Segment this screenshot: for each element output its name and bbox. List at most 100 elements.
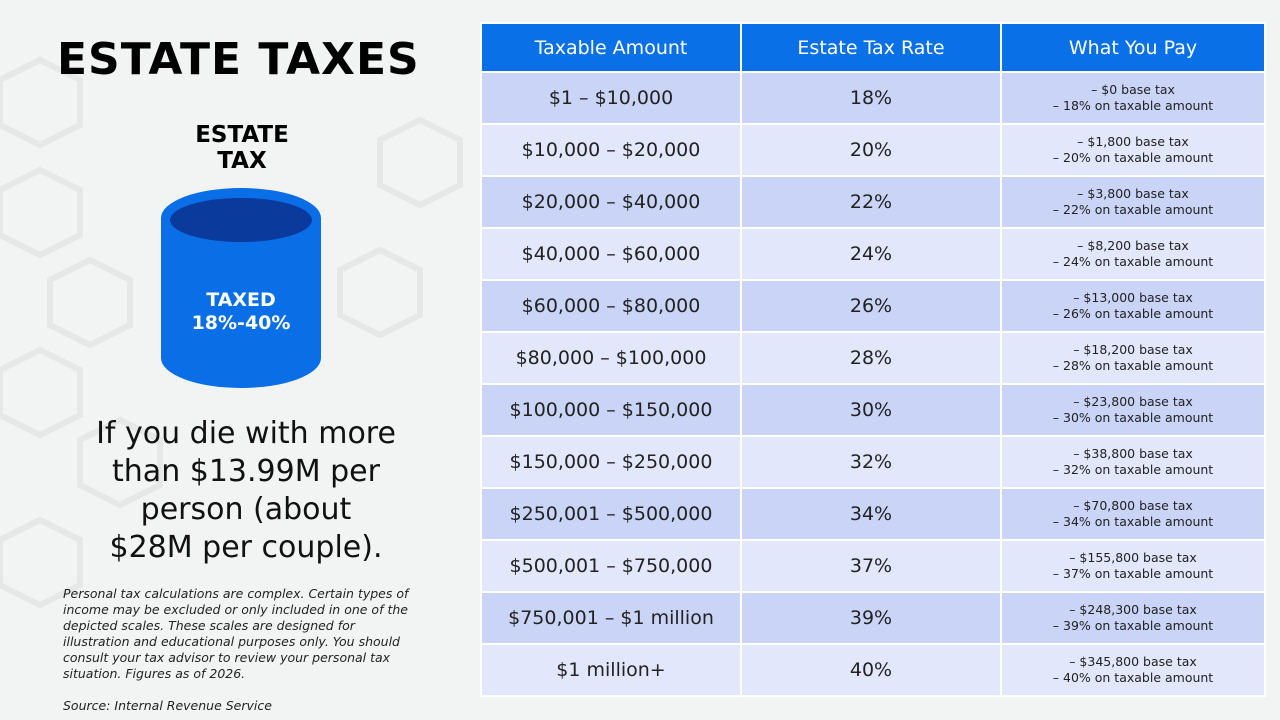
table-body: $1 – $10,000 18% – $0 base tax – 18% on tax… bbox=[480, 71, 1266, 697]
tax-rate: 20% bbox=[740, 123, 1002, 177]
taxable-amount: $100,000 – $150,000 bbox=[480, 383, 742, 437]
graphic-label: ESTATE bbox=[195, 122, 289, 148]
taxable-amount: $150,000 – $250,000 bbox=[480, 435, 742, 489]
tax-rate: 39% bbox=[740, 591, 1002, 645]
what-you-pay: – $345,800 base tax – 40% on taxable amou… bbox=[1000, 643, 1266, 697]
disclaimer-line: Personal tax calculations are complex. C… bbox=[63, 586, 409, 601]
pay-line: – 30% on taxable amount bbox=[1052, 410, 1214, 425]
table-row: $60,000 – $80,000 26% – $13,000 base tax – … bbox=[480, 279, 1266, 333]
what-you-pay: – $155,800 base tax – 37% on taxable amou… bbox=[1000, 539, 1266, 593]
what-you-pay: – $13,000 base tax – 26% on taxable amoun… bbox=[1000, 279, 1266, 333]
what-you-pay: – $38,800 base tax – 32% on taxable amoun… bbox=[1000, 435, 1266, 489]
what-you-pay: – $8,200 base tax – 24% on taxable amount bbox=[1000, 227, 1266, 281]
taxable-amount: $20,000 – $40,000 bbox=[480, 175, 742, 229]
pay-line: – 40% on taxable amount bbox=[1052, 670, 1214, 685]
taxable-amount: $60,000 – $80,000 bbox=[480, 279, 742, 333]
taxable-amount: $1 – $10,000 bbox=[480, 71, 742, 125]
hex-pattern bbox=[0, 56, 463, 609]
main-text-line: $28M per couple). bbox=[109, 530, 383, 565]
table-row: $150,000 – $250,000 32% – $38,800 base tax… bbox=[480, 435, 1266, 489]
source: Source: Internal Revenue Service bbox=[63, 698, 272, 713]
pay-line: – 28% on taxable amount bbox=[1052, 358, 1214, 373]
table-row: $100,000 – $150,000 30% – $23,800 base tax… bbox=[480, 383, 1266, 437]
main-text: If you die with more than $13.99M per pers… bbox=[66, 415, 426, 567]
main-text-line: than $13.99M per bbox=[112, 454, 380, 489]
tax-rate: 32% bbox=[740, 435, 1002, 489]
pay-line: – $155,800 base tax bbox=[1069, 550, 1197, 565]
pay-line: – 32% on taxable amount bbox=[1052, 462, 1214, 477]
pay-line: – $18,200 base tax bbox=[1073, 342, 1193, 357]
table-row: $250,001 – $500,000 34% – $70,800 base tax… bbox=[480, 487, 1266, 541]
taxable-amount: $80,000 – $100,000 bbox=[480, 331, 742, 385]
disclaimer: Personal tax calculations are complex. C… bbox=[63, 586, 463, 682]
column-header: What You Pay bbox=[1000, 22, 1266, 73]
pay-line: – $70,800 base tax bbox=[1073, 498, 1193, 513]
tax-table: Taxable Amount Estate Tax Rate What You Pa… bbox=[480, 22, 1266, 697]
graphic-label: TAX bbox=[217, 148, 267, 174]
table-row: $1 million+ 40% – $345,800 base tax – 40% o… bbox=[480, 643, 1266, 697]
tax-rate: 26% bbox=[740, 279, 1002, 333]
table-row: $750,001 – $1 million 39% – $248,300 base … bbox=[480, 591, 1266, 645]
pay-line: – 22% on taxable amount bbox=[1052, 202, 1214, 217]
pay-line: – $23,800 base tax bbox=[1073, 394, 1193, 409]
table-row: $20,000 – $40,000 22% – $3,800 base tax – 2… bbox=[480, 175, 1266, 229]
tax-rate: 34% bbox=[740, 487, 1002, 541]
pay-line: – 26% on taxable amount bbox=[1052, 306, 1214, 321]
cylinder-body bbox=[161, 218, 321, 388]
pay-line: – 20% on taxable amount bbox=[1052, 150, 1214, 165]
tax-rate: 40% bbox=[740, 643, 1002, 697]
pay-line: – 34% on taxable amount bbox=[1052, 514, 1214, 529]
pay-line: – $3,800 base tax bbox=[1077, 186, 1189, 201]
title: ESTATE TAXES bbox=[57, 34, 420, 85]
main-text-line: person (about bbox=[140, 492, 352, 527]
cylinder-inner bbox=[170, 198, 312, 242]
table-row: $80,000 – $100,000 28% – $18,200 base tax –… bbox=[480, 331, 1266, 385]
pay-line: – $248,300 base tax bbox=[1069, 602, 1197, 617]
tax-rate: 28% bbox=[740, 331, 1002, 385]
taxable-amount: $500,001 – $750,000 bbox=[480, 539, 742, 593]
table-row: $500,001 – $750,000 37% – $155,800 base ta… bbox=[480, 539, 1266, 593]
tax-rate: 18% bbox=[740, 71, 1002, 125]
pay-line: – $8,200 base tax bbox=[1077, 238, 1189, 253]
disclaimer-line: illustration and educational purposes on… bbox=[63, 634, 400, 649]
estate-tax-graphic: ESTATE TAX TAXED 18%-40% bbox=[161, 122, 321, 388]
disclaimer-line: income may be excluded or only included … bbox=[63, 602, 408, 617]
graphic-text: TAXED bbox=[206, 289, 276, 311]
taxable-amount: $1 million+ bbox=[480, 643, 742, 697]
what-you-pay: – $23,800 base tax – 30% on taxable amoun… bbox=[1000, 383, 1266, 437]
graphic-text: 18%-40% bbox=[192, 312, 291, 334]
taxable-amount: $750,001 – $1 million bbox=[480, 591, 742, 645]
taxable-amount: $40,000 – $60,000 bbox=[480, 227, 742, 281]
what-you-pay: – $70,800 base tax – 34% on taxable amoun… bbox=[1000, 487, 1266, 541]
taxable-amount: $250,001 – $500,000 bbox=[480, 487, 742, 541]
pay-line: – 39% on taxable amount bbox=[1052, 618, 1214, 633]
disclaimer-line: depicted scales. These scales are design… bbox=[63, 618, 355, 633]
taxable-amount: $10,000 – $20,000 bbox=[480, 123, 742, 177]
what-you-pay: – $1,800 base tax – 20% on taxable amount bbox=[1000, 123, 1266, 177]
pay-line: – $345,800 base tax bbox=[1069, 654, 1197, 669]
pay-line: – 18% on taxable amount bbox=[1052, 98, 1214, 113]
tax-rate: 30% bbox=[740, 383, 1002, 437]
what-you-pay: – $18,200 base tax – 28% on taxable amoun… bbox=[1000, 331, 1266, 385]
disclaimer-line: consult your tax advisor to review your … bbox=[63, 650, 391, 665]
what-you-pay: – $3,800 base tax – 22% on taxable amount bbox=[1000, 175, 1266, 229]
column-header: Estate Tax Rate bbox=[740, 22, 1002, 73]
pay-line: – $1,800 base tax bbox=[1077, 134, 1189, 149]
pay-line: – $13,000 base tax bbox=[1073, 290, 1193, 305]
pay-line: – 37% on taxable amount bbox=[1052, 566, 1214, 581]
pay-line: – 24% on taxable amount bbox=[1052, 254, 1214, 269]
disclaimer-line: situation. Figures as of 2026. bbox=[63, 666, 246, 681]
tax-rate: 37% bbox=[740, 539, 1002, 593]
tax-rate: 22% bbox=[740, 175, 1002, 229]
tax-rate: 24% bbox=[740, 227, 1002, 281]
pay-line: – $0 base tax bbox=[1091, 82, 1175, 97]
pay-line: – $38,800 base tax bbox=[1073, 446, 1193, 461]
column-header: Taxable Amount bbox=[480, 22, 742, 73]
what-you-pay: – $0 base tax – 18% on taxable amount bbox=[1000, 71, 1266, 125]
what-you-pay: – $248,300 base tax – 39% on taxable amou… bbox=[1000, 591, 1266, 645]
table-row: $1 – $10,000 18% – $0 base tax – 18% on tax… bbox=[480, 71, 1266, 125]
main-text-line: If you die with more bbox=[96, 416, 396, 451]
header-row: Taxable Amount Estate Tax Rate What You Pa… bbox=[480, 22, 1266, 73]
table-row: $40,000 – $60,000 24% – $8,200 base tax – 2… bbox=[480, 227, 1266, 281]
